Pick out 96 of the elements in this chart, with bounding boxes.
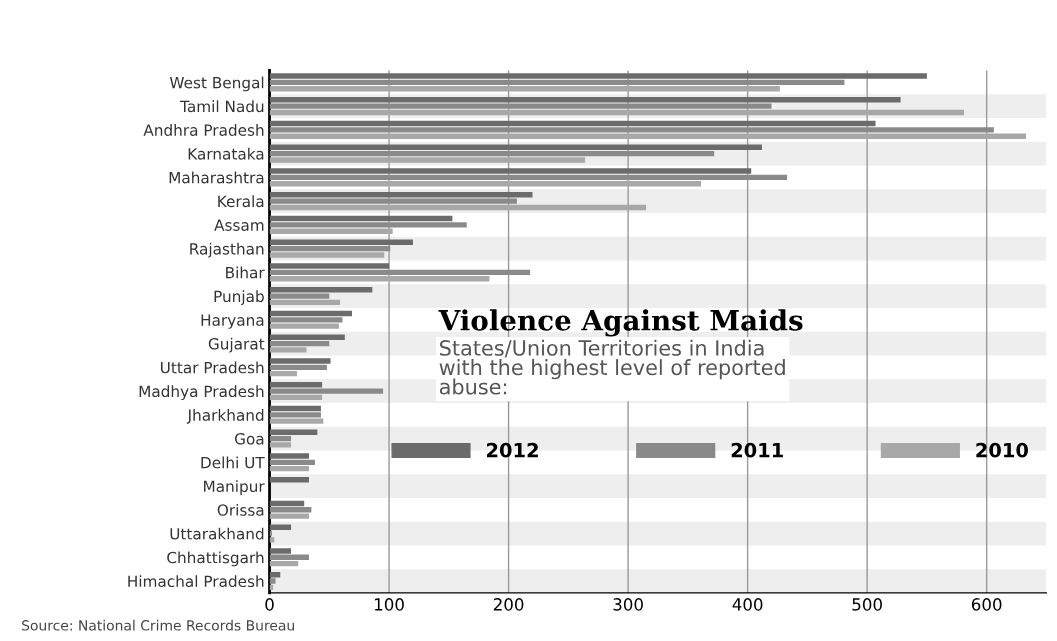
y-tick-label: Karnataka bbox=[188, 147, 264, 160]
bar bbox=[269, 500, 305, 507]
bar bbox=[269, 507, 312, 513]
legend-label: 2011 bbox=[731, 442, 783, 458]
y-tick-label: Delhi UT bbox=[201, 456, 265, 469]
bar bbox=[269, 103, 772, 109]
legend-label: 2010 bbox=[976, 442, 1028, 458]
bar bbox=[269, 578, 276, 584]
bar bbox=[269, 97, 901, 103]
y-tick-label: Himachal Pradesh bbox=[128, 575, 264, 588]
bar bbox=[269, 287, 373, 293]
x-tick-label: 0 bbox=[265, 598, 274, 611]
bar bbox=[269, 370, 298, 377]
y-tick-label: West Bengal bbox=[169, 76, 264, 92]
y-tick-label: Punjab bbox=[214, 290, 264, 306]
source-note: Source: National Crime Records Bureau bbox=[22, 619, 294, 631]
bar bbox=[269, 388, 384, 394]
bar bbox=[269, 73, 927, 79]
bar bbox=[269, 150, 715, 157]
bar bbox=[269, 418, 324, 424]
bar bbox=[269, 192, 533, 198]
bar bbox=[269, 465, 309, 472]
y-tick-label: Gujarat bbox=[208, 337, 265, 353]
bar bbox=[269, 120, 876, 127]
y-tick-label: Andhra Pradesh bbox=[143, 124, 264, 136]
x-tick-label: 500 bbox=[852, 598, 882, 611]
bar bbox=[269, 204, 647, 211]
bar bbox=[269, 435, 292, 442]
bar bbox=[269, 293, 330, 299]
bar bbox=[269, 412, 321, 418]
bar bbox=[269, 537, 275, 543]
bar bbox=[269, 317, 343, 323]
text: Violence Against Maids bbox=[438, 309, 803, 337]
bar bbox=[269, 364, 327, 371]
y-tick-label: Kerala bbox=[218, 195, 264, 208]
bar bbox=[269, 513, 309, 519]
bar bbox=[269, 127, 994, 133]
bar bbox=[269, 222, 467, 228]
y-tick-label: Manipur bbox=[204, 480, 265, 496]
bar bbox=[269, 340, 330, 347]
y-tick-label: Rajasthan bbox=[190, 242, 264, 258]
bar bbox=[269, 560, 299, 567]
y-tick-label: Orissa bbox=[217, 504, 264, 516]
bar bbox=[269, 382, 323, 388]
y-tick-label: Maharashtra bbox=[169, 171, 264, 184]
bar bbox=[269, 228, 393, 234]
bar bbox=[269, 405, 321, 412]
y-tick-label: Chhattisgarh bbox=[167, 551, 264, 567]
bar bbox=[269, 358, 331, 364]
bar bbox=[269, 168, 752, 174]
bar bbox=[269, 548, 292, 554]
bar bbox=[269, 453, 309, 459]
bar bbox=[269, 275, 490, 282]
bar bbox=[269, 459, 315, 466]
y-tick-label: Bihar bbox=[226, 266, 265, 279]
x-tick-label: 600 bbox=[971, 598, 1002, 611]
bar bbox=[269, 86, 780, 92]
bar bbox=[269, 252, 385, 258]
bar bbox=[269, 347, 307, 353]
bar bbox=[269, 215, 453, 222]
y-tick-label: Tamil Nadu bbox=[180, 100, 264, 113]
x-tick-label: 300 bbox=[613, 598, 643, 611]
x-tick-label: 200 bbox=[493, 598, 524, 611]
bar bbox=[269, 299, 341, 306]
y-tick-label: Madhya Pradesh bbox=[139, 385, 264, 401]
y-tick-label: Uttarakhand bbox=[170, 527, 264, 540]
bar bbox=[269, 554, 309, 560]
bar bbox=[269, 239, 413, 245]
bar bbox=[269, 109, 964, 116]
bar bbox=[269, 245, 391, 252]
bar bbox=[269, 157, 586, 163]
y-tick-label: Haryana bbox=[201, 314, 264, 329]
y-tick-label: Uttar Pradesh bbox=[161, 361, 264, 374]
legend-label: 2012 bbox=[487, 442, 538, 458]
bar bbox=[269, 269, 531, 276]
bar bbox=[269, 323, 339, 329]
bar bbox=[269, 524, 292, 530]
x-tick-label: 400 bbox=[732, 598, 763, 611]
bar bbox=[269, 429, 318, 435]
bar bbox=[269, 442, 292, 448]
bar bbox=[269, 310, 353, 317]
bar bbox=[269, 334, 345, 340]
bar bbox=[269, 133, 1027, 139]
y-tick-label: Assam bbox=[214, 219, 264, 231]
bar bbox=[269, 79, 845, 86]
bar bbox=[269, 144, 762, 150]
y-tick-label: Goa bbox=[234, 433, 264, 445]
bar bbox=[269, 174, 788, 181]
bar bbox=[269, 263, 390, 269]
text: States/Union Territories in India with the highest level of reported abuse: bbox=[439, 339, 785, 395]
y-tick-label: Jharkhand bbox=[186, 409, 264, 424]
bar bbox=[269, 394, 323, 401]
x-tick-label: 100 bbox=[374, 598, 404, 611]
bar bbox=[269, 477, 309, 483]
bar bbox=[269, 198, 517, 204]
bar bbox=[269, 181, 702, 187]
